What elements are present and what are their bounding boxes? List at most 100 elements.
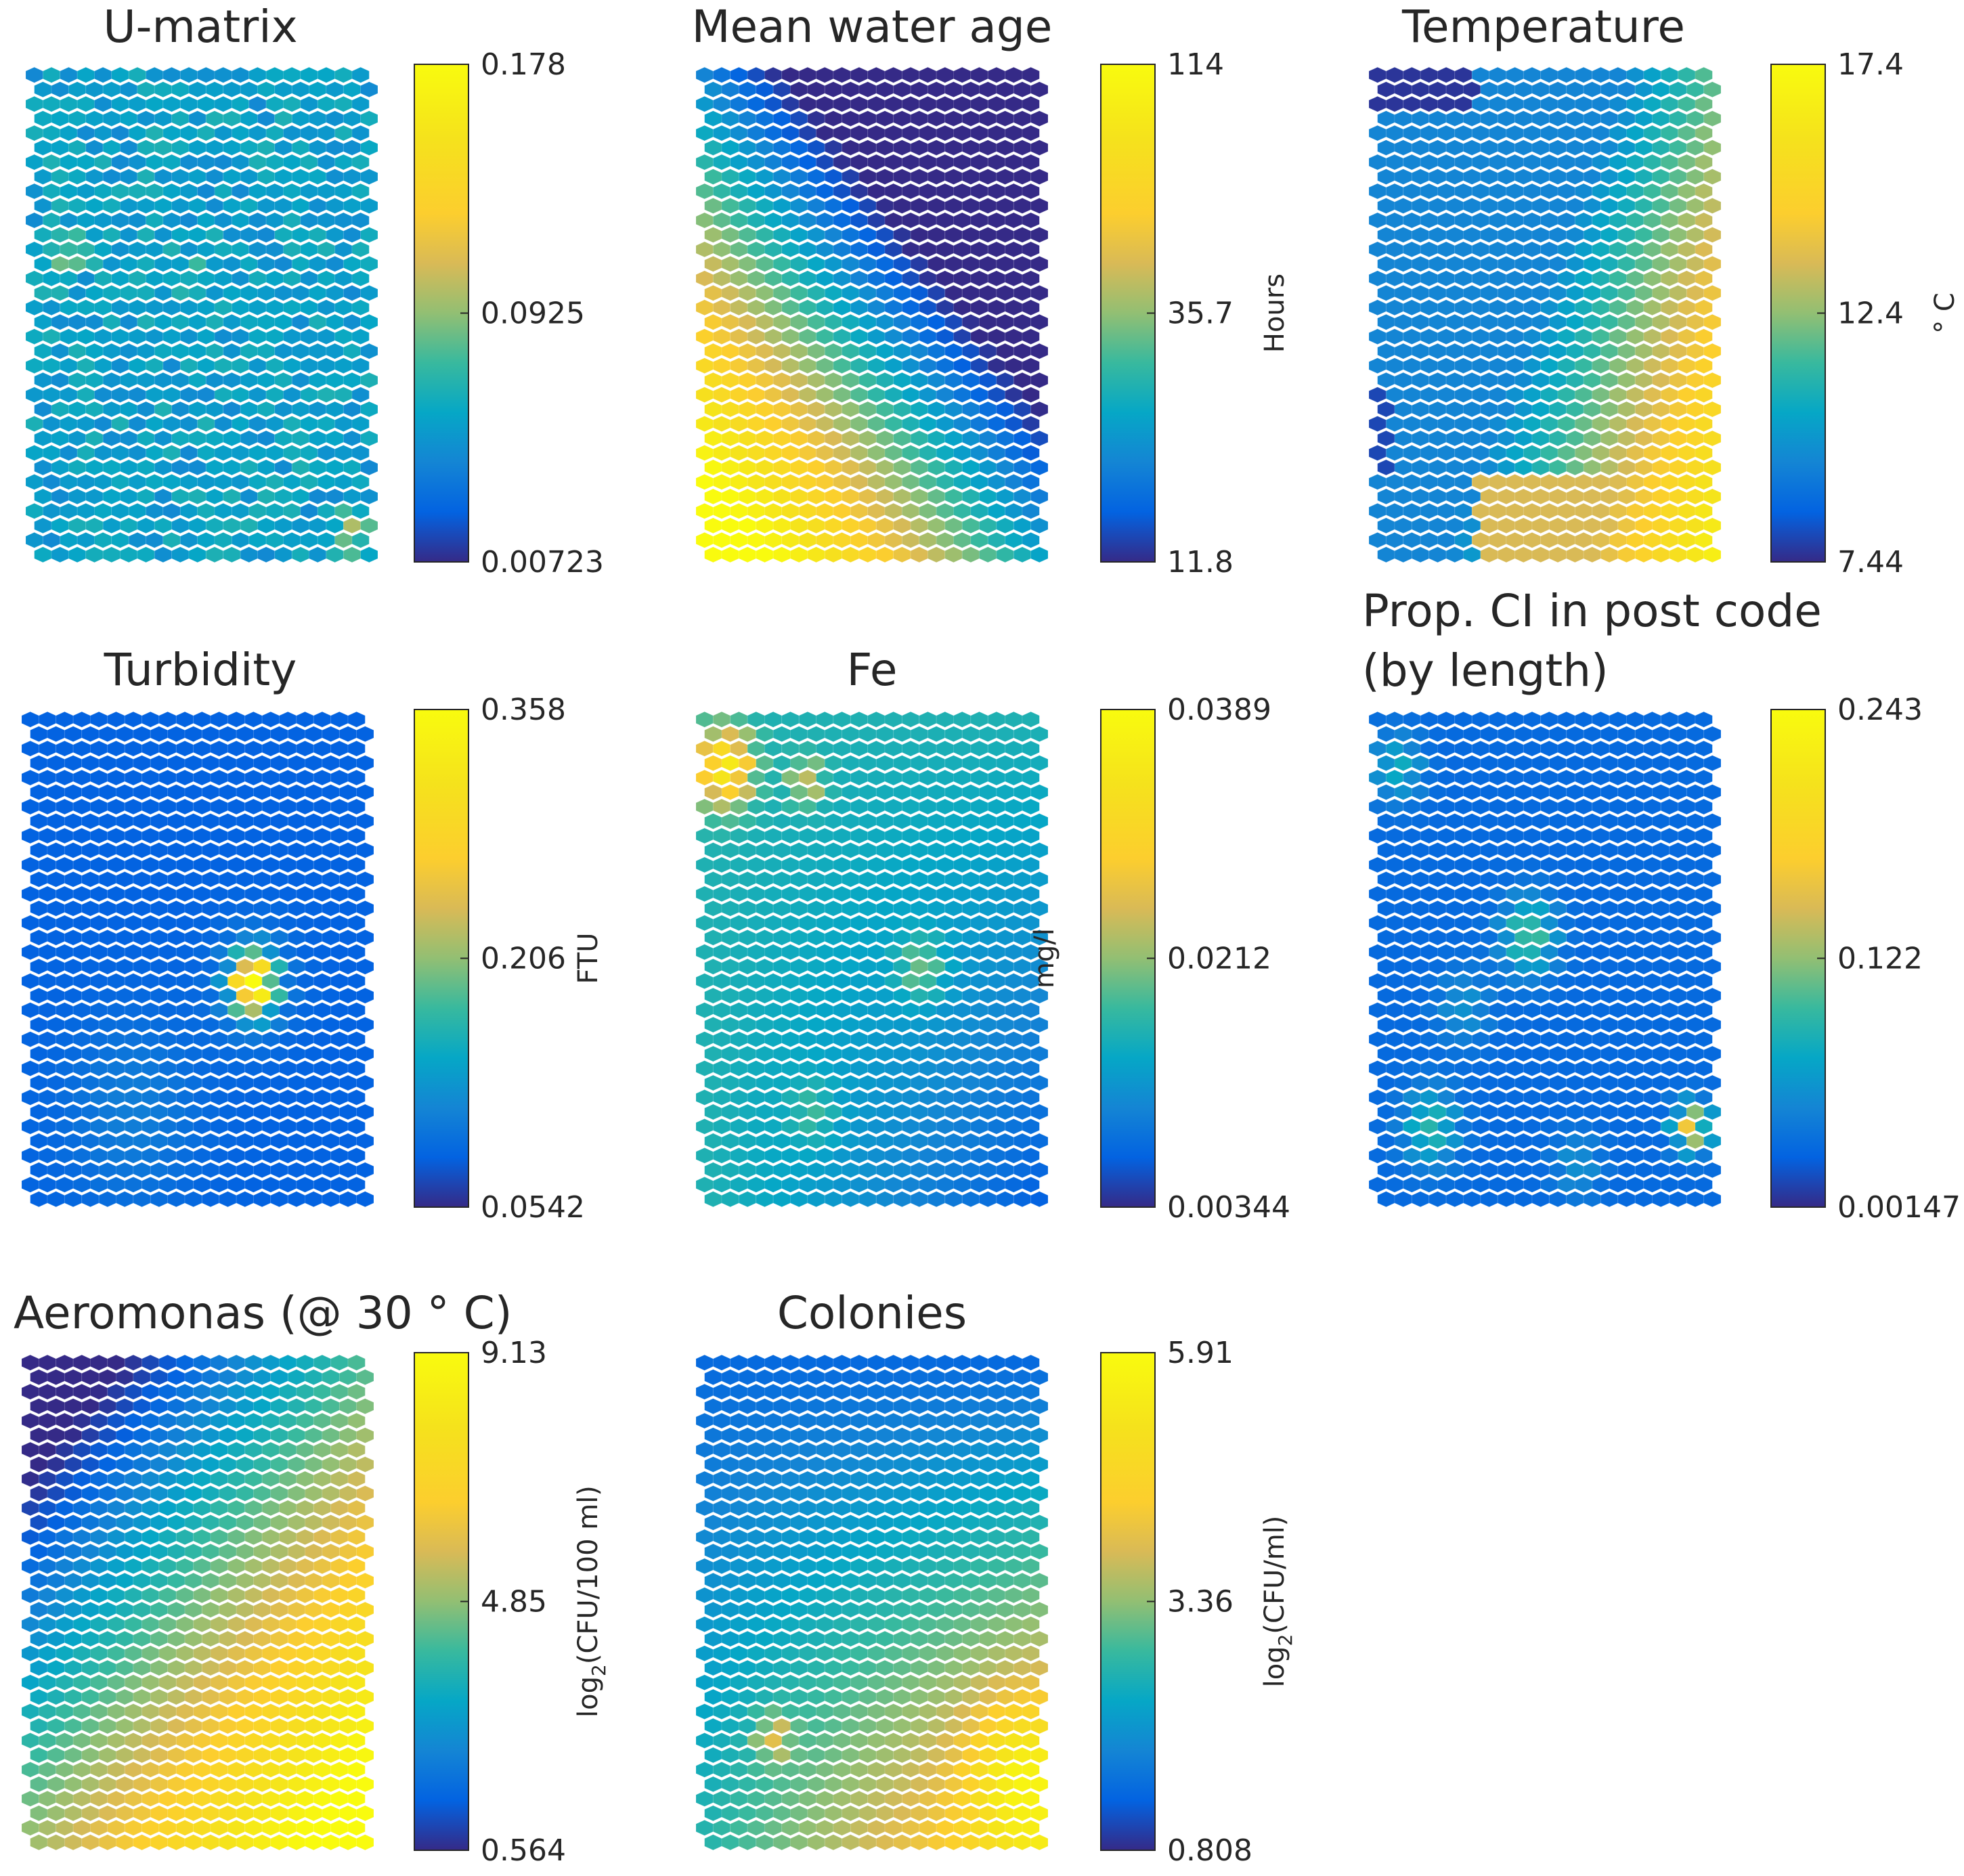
som-cell — [695, 1031, 714, 1048]
som-cell — [1643, 944, 1661, 961]
som-cell — [1566, 1045, 1584, 1062]
som-cell — [970, 1412, 988, 1429]
som-cell — [1506, 769, 1524, 786]
som-cell — [279, 711, 297, 728]
som-cell — [38, 1118, 57, 1135]
som-cell — [987, 531, 1006, 548]
som-cell — [1557, 473, 1575, 490]
som-cell — [1652, 401, 1670, 418]
hex-map — [695, 66, 1049, 563]
som-cell — [1445, 517, 1464, 534]
som-cell — [47, 1601, 65, 1618]
som-cell — [279, 1645, 297, 1662]
som-cell — [21, 1441, 39, 1458]
som-cell — [910, 81, 928, 98]
som-cell — [1514, 81, 1533, 98]
som-cell — [816, 1002, 834, 1019]
som-cell — [1385, 183, 1404, 200]
som-cell — [919, 973, 937, 990]
som-cell — [64, 1456, 83, 1473]
som-cell — [1454, 944, 1472, 961]
som-cell — [807, 726, 825, 743]
som-cell — [1634, 459, 1653, 476]
som-cell — [128, 183, 147, 200]
som-cell — [1480, 459, 1498, 476]
som-cell — [313, 1703, 332, 1720]
som-cell — [219, 1747, 237, 1764]
som-cell — [944, 1104, 963, 1120]
som-cell — [214, 125, 232, 141]
som-cell — [1643, 1089, 1661, 1106]
som-cell — [158, 1645, 177, 1662]
som-cell — [64, 1133, 83, 1150]
som-cell — [1660, 328, 1679, 345]
som-cell — [72, 798, 91, 815]
som-cell — [1540, 973, 1558, 990]
hex-map — [695, 1354, 1049, 1851]
som-cell — [265, 241, 284, 258]
som-cell — [137, 313, 155, 330]
som-cell — [197, 212, 215, 229]
som-cell — [1669, 110, 1687, 127]
som-cell — [1385, 1060, 1404, 1077]
som-cell — [807, 900, 825, 917]
som-cell — [1428, 372, 1447, 389]
som-cell — [1678, 212, 1696, 229]
som-cell — [1489, 1002, 1507, 1019]
som-cell — [910, 255, 928, 272]
som-cell — [1583, 401, 1601, 418]
som-cell — [1574, 357, 1593, 374]
som-cell — [1678, 473, 1696, 490]
som-cell — [1437, 502, 1456, 519]
som-cell — [1514, 1045, 1533, 1062]
som-cell — [919, 1060, 937, 1077]
som-cell — [1463, 372, 1481, 389]
som-cell — [347, 1470, 366, 1487]
som-cell — [996, 372, 1014, 389]
som-cell — [1609, 798, 1627, 815]
som-cell — [30, 929, 48, 946]
som-cell — [146, 328, 164, 345]
som-cell — [1403, 416, 1421, 433]
som-cell — [1609, 357, 1627, 374]
som-cell — [772, 958, 791, 975]
som-cell — [970, 886, 988, 902]
som-cell — [94, 387, 112, 403]
som-cell — [1428, 81, 1447, 98]
som-cell — [339, 871, 357, 888]
som-cell — [313, 1031, 332, 1048]
som-cell — [1368, 416, 1387, 433]
som-cell — [1540, 212, 1558, 229]
som-cell — [38, 915, 57, 932]
som-cell — [210, 1500, 228, 1517]
som-cell — [1030, 1104, 1049, 1120]
som-cell — [21, 1470, 39, 1487]
som-cell — [961, 430, 980, 447]
som-cell — [1437, 299, 1456, 316]
som-cell — [970, 154, 988, 171]
som-cell — [60, 125, 78, 141]
som-cell — [747, 886, 765, 902]
som-cell — [772, 1398, 791, 1415]
som-cell — [322, 1834, 340, 1851]
som-cell — [1695, 473, 1713, 490]
som-cell — [781, 915, 800, 932]
som-cell — [893, 987, 911, 1004]
som-cell — [158, 915, 177, 932]
som-cell — [927, 784, 946, 801]
som-cell — [730, 711, 748, 728]
som-cell — [1617, 401, 1636, 418]
som-cell — [1022, 711, 1040, 728]
som-cell — [1463, 110, 1481, 127]
som-cell — [154, 517, 173, 534]
som-cell — [171, 372, 190, 389]
som-cell — [772, 726, 791, 743]
som-cell — [1030, 197, 1049, 214]
som-cell — [867, 416, 886, 433]
som-cell — [953, 387, 972, 403]
som-cell — [1617, 900, 1636, 917]
som-cell — [695, 798, 714, 815]
som-cell — [1497, 343, 1516, 359]
som-cell — [227, 1354, 246, 1371]
som-cell — [944, 1045, 963, 1062]
